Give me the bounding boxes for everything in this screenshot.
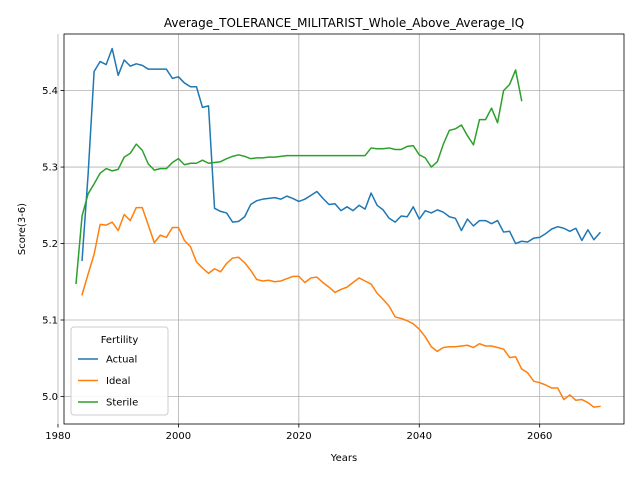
- x-tick-label: 1980: [45, 431, 70, 442]
- series-line-sterile: [75, 69, 523, 285]
- series-lines: [75, 47, 601, 408]
- series-line-actual: [81, 47, 601, 262]
- y-tick-label: 5.4: [42, 86, 58, 97]
- x-tick-label: 2060: [527, 431, 552, 442]
- legend-label-sterile: Sterile: [106, 398, 138, 409]
- series-line-ideal: [81, 206, 601, 408]
- legend: Fertility Actual Ideal Sterile: [70, 326, 169, 416]
- y-tick-label: 5.0: [42, 392, 58, 403]
- plot-frame: [63, 33, 625, 425]
- y-axis-title: Score(3-6): [17, 203, 28, 255]
- chart-title: Average_TOLERANCE_MILITARIST_Whole_Above…: [164, 16, 524, 30]
- x-tick-label: 2000: [166, 431, 191, 442]
- legend-title: Fertility: [101, 335, 139, 346]
- legend-items: Actual Ideal Sterile: [78, 355, 138, 409]
- x-tick-label: 2040: [407, 431, 432, 442]
- legend-label-actual: Actual: [106, 355, 137, 366]
- legend-box: [70, 326, 169, 416]
- legend-label-ideal: Ideal: [106, 376, 130, 387]
- y-tick-label: 5.3: [42, 163, 58, 174]
- y-tick-label: 5.2: [42, 239, 58, 250]
- y-tick-label: 5.1: [42, 316, 58, 327]
- axis-ticks: 1980 2000 2020 2040 2060 5.0 5.1 5.2 5.3 5.4: [42, 86, 552, 442]
- x-tick-label: 2020: [286, 431, 311, 442]
- x-axis-title: Years: [330, 453, 357, 464]
